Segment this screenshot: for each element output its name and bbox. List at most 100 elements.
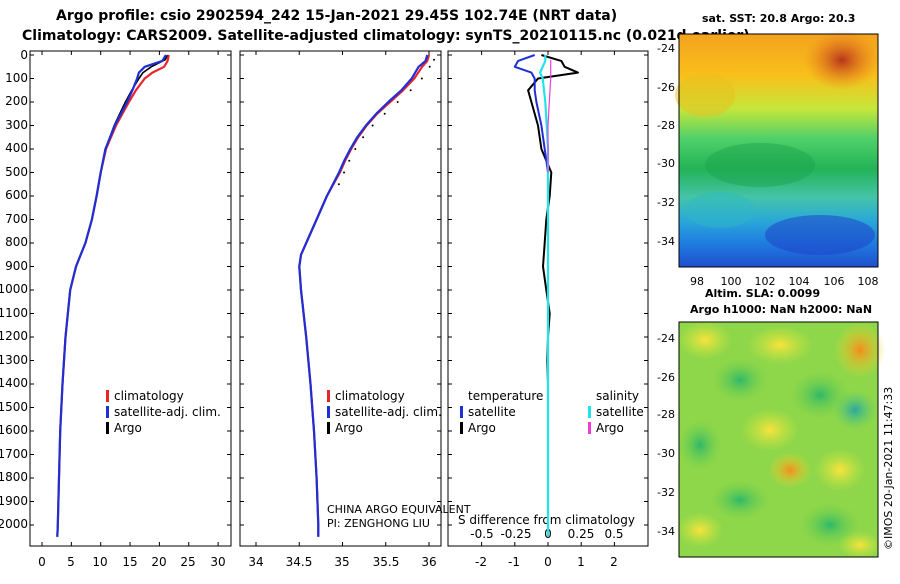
depth-tick-label: 2000 <box>0 517 28 531</box>
lat-tick-label: -26 <box>657 81 675 94</box>
salinity-argo-point <box>420 77 423 80</box>
sla-bubble <box>838 531 882 559</box>
salinity-tick-label: 34 <box>248 555 263 569</box>
legend-heading-temperature: temperature <box>468 389 543 403</box>
sla-bubble <box>746 325 814 365</box>
temperature-diff-tick-label: 2 <box>610 555 618 569</box>
legend-heading-salinity: salinity <box>596 389 639 403</box>
sla-lat-axis: -24 -26 -28 -30 -32 -34 <box>657 332 675 538</box>
imos-timestamp: ©IMOS 20-Jan-2021 11:47:33 <box>882 387 895 550</box>
lat-tick-label: -30 <box>657 157 675 170</box>
depth-tick-label: 1800 <box>0 470 28 484</box>
salinity-argo-point <box>396 101 399 103</box>
sla-bubble <box>833 390 877 430</box>
legend-label: satellite <box>468 405 516 419</box>
depth-tick-label: 1600 <box>0 423 28 437</box>
salinity-argo-point <box>354 148 357 150</box>
lon-tick-label: 108 <box>858 275 879 288</box>
depth-tick-label: 700 <box>5 212 28 226</box>
depth-tick-label: 400 <box>5 141 28 155</box>
salinity-diff-satellite-line <box>538 55 550 537</box>
salinity-legend: climatology satellite-adj. clim. Argo <box>327 389 442 435</box>
sla-bubble <box>710 480 770 520</box>
legend-label: Argo <box>114 421 142 435</box>
temperature-legend: climatology satellite-adj. clim. Argo <box>106 389 221 435</box>
depth-tick-label: 600 <box>5 188 28 202</box>
depth-tick-label: 1400 <box>0 376 28 390</box>
legend-label: satellite-adj. clim. <box>335 405 442 419</box>
legend-swatch-climatology <box>106 390 109 402</box>
sst-cool-patch <box>685 192 755 228</box>
depth-tick-label: 800 <box>5 235 28 249</box>
sst-cool-patch <box>705 143 815 187</box>
depth-tick-label: 1900 <box>0 494 28 508</box>
temperature-diff-tick-label: 1 <box>577 555 585 569</box>
temperature-tick-label: 10 <box>92 555 107 569</box>
legend-label: climatology <box>335 389 405 403</box>
salinity-plot-frame <box>239 50 442 547</box>
legend-label: Argo <box>596 421 624 435</box>
lat-tick-label: -34 <box>657 235 675 248</box>
salinity-x-axis: 34 34.5 35 35.5 36 <box>248 555 436 569</box>
lon-tick-label: 100 <box>721 275 742 288</box>
depth-tick-label: 100 <box>5 71 28 85</box>
temperature-tick-label: 15 <box>122 555 137 569</box>
sla-bubble <box>768 452 812 488</box>
sst-map <box>675 30 880 268</box>
salinity-argo-point <box>371 124 374 127</box>
temperature-x-axis: 0 5 10 15 20 25 30 <box>38 555 225 569</box>
legend-label: satellite <box>596 405 644 419</box>
lat-tick-label: -30 <box>657 447 675 460</box>
sla-bubble <box>740 408 800 452</box>
depth-tick-label: 1000 <box>0 282 28 296</box>
salinity-argo-point <box>362 136 365 139</box>
legend-swatch-temp-satellite <box>460 406 463 418</box>
sla-map <box>676 320 886 559</box>
legend-swatch-satellite <box>106 406 109 418</box>
lat-tick-label: -24 <box>657 332 675 345</box>
sst-warm-patch <box>804 30 880 90</box>
salinity-diff-tick-label: -0.25 <box>500 527 531 541</box>
salinity-satellite-line <box>298 54 429 537</box>
depth-tick-label: 1100 <box>0 306 28 320</box>
legend-swatch-climatology <box>327 390 330 402</box>
sst-lon-axis: 98 100 102 104 106 108 <box>690 275 879 288</box>
temperature-tick-label: 20 <box>151 555 166 569</box>
credit-line-2: PI: ZENGHONG LIU <box>327 517 430 530</box>
sst-map-title: sat. SST: 20.8 Argo: 20.3 <box>702 12 855 25</box>
salinity-diff-tick-label: -0.5 <box>470 527 493 541</box>
figure-title-line1: Argo profile: csio 2902594_242 15-Jan-20… <box>56 8 617 24</box>
legend-swatch-argo <box>327 422 330 434</box>
sst-lat-axis: -24 -26 -28 -30 -32 -34 <box>657 42 675 248</box>
salinity-tick-label: 34.5 <box>286 555 313 569</box>
legend-swatch-satellite <box>327 406 330 418</box>
temperature-diff-tick-label: -2 <box>475 555 487 569</box>
salinity-diff-tick-label: 0.5 <box>604 527 623 541</box>
depth-axis: 0 100 200 300 400 500 600 700 800 900 10… <box>0 48 28 531</box>
lon-tick-label: 104 <box>789 275 810 288</box>
salinity-argo-point <box>337 183 340 186</box>
legend-label: Argo <box>468 421 496 435</box>
depth-tick-label: 200 <box>5 94 28 108</box>
series-layer <box>30 51 854 546</box>
salinity-argo-point <box>383 112 386 115</box>
temperature-argo-line <box>57 54 169 526</box>
depth-tick-label: 300 <box>5 118 28 132</box>
legend-label: Argo <box>335 421 363 435</box>
lat-tick-label: -34 <box>657 525 675 538</box>
temperature-diff-argo-line <box>527 54 579 408</box>
salinity-diff-argo-line <box>547 59 552 173</box>
sst-warm-patch <box>675 73 735 117</box>
depth-tick-label: 900 <box>5 259 28 273</box>
difference-axis-caption: S difference from climatology <box>458 513 635 527</box>
lat-tick-label: -28 <box>657 408 675 421</box>
sla-map-title-1: Altim. SLA: 0.0099 <box>705 287 820 300</box>
salinity-argo-point <box>428 65 431 68</box>
depth-tick-label: 1500 <box>0 400 28 414</box>
depth-tick-label: 1300 <box>0 353 28 367</box>
lat-tick-label: -28 <box>657 119 675 132</box>
legend-swatch-argo <box>106 422 109 434</box>
sla-bubble <box>677 320 733 360</box>
sla-bubble <box>678 419 722 471</box>
depth-tick-label: 1200 <box>0 329 28 343</box>
